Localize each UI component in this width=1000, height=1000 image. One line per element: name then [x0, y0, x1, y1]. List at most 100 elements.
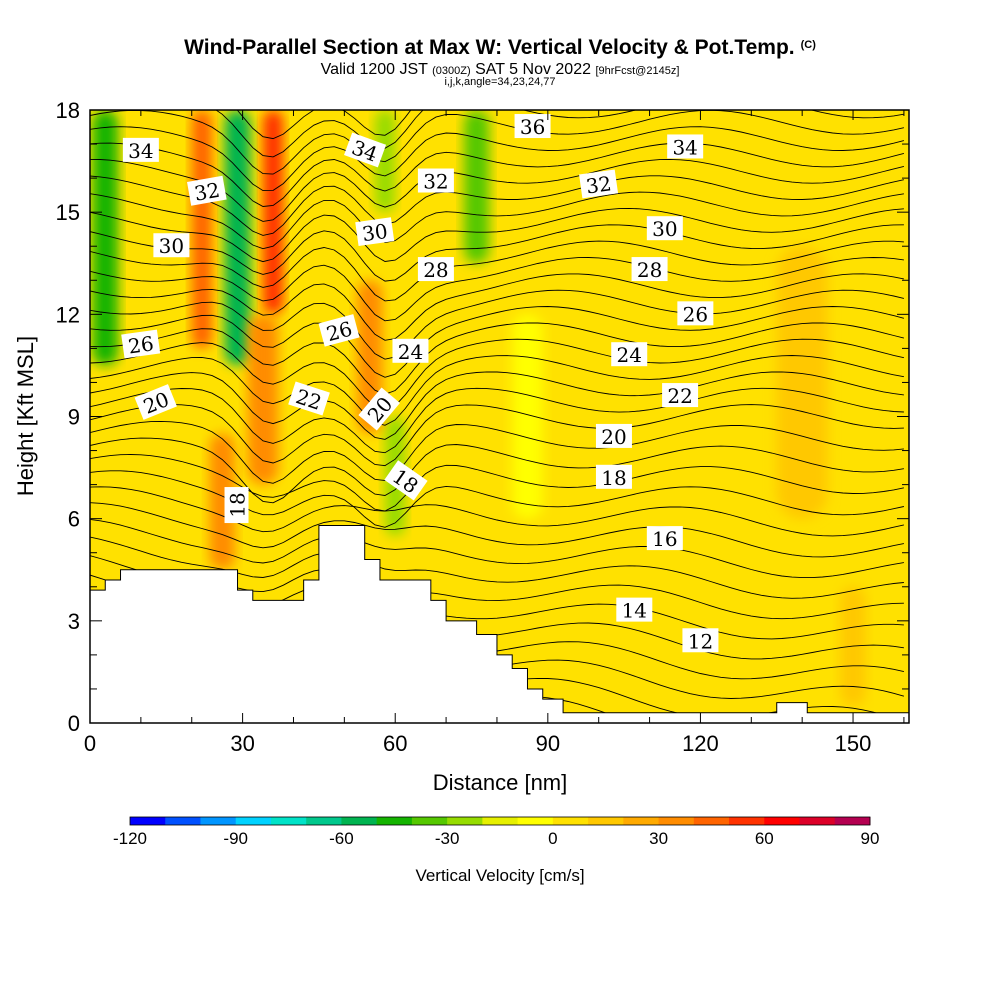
contour-label-box — [153, 233, 190, 258]
x-axis-label: Distance [nm] — [433, 770, 568, 795]
y-tick-label: 18 — [56, 98, 80, 123]
contour-label-box — [288, 381, 330, 416]
forecast-info: [9hrFcst@2145z] — [595, 65, 680, 77]
theta-contour-6 — [90, 175, 904, 236]
colorbar-swatch-4 — [270, 817, 307, 825]
contour-label-box — [417, 257, 454, 282]
contour-label-25: 16 — [646, 526, 683, 551]
y-tick-label: 9 — [68, 405, 80, 430]
contour-label-text: 24 — [398, 340, 423, 364]
contour-label-27: 12 — [682, 628, 719, 653]
contour-label-box — [318, 314, 360, 347]
y-tick-label: 3 — [68, 609, 80, 634]
theta-contour-23 — [90, 454, 904, 512]
contour-label-3: 26 — [121, 329, 161, 359]
vertical-velocity-field — [92, 110, 866, 706]
colorbar-swatch-6 — [341, 817, 378, 825]
theta-contour-9 — [90, 224, 904, 282]
x-tick-label: 60 — [383, 731, 407, 756]
theta-contour-27 — [90, 518, 904, 579]
w-cell-3 — [247, 314, 279, 485]
x-tick-label: 120 — [682, 731, 719, 756]
theta-contour-22 — [90, 437, 904, 504]
colorbar-swatch-20 — [834, 817, 871, 825]
colorbar-tick-label: 30 — [649, 829, 668, 848]
contour-label-15: 36 — [514, 114, 551, 139]
colorbar-swatch-0 — [130, 817, 166, 825]
y-tick-label: 6 — [68, 507, 80, 532]
theta-contour-12 — [90, 273, 904, 341]
contour-label-text: 20 — [601, 425, 626, 449]
theta-contour-1 — [215, 110, 904, 158]
contour-label-11: 28 — [417, 257, 454, 282]
contour-label-text: 26 — [683, 302, 708, 326]
contour-label-box — [667, 134, 704, 159]
theta-contour-15 — [90, 322, 905, 395]
colorbar-tick-label: 0 — [548, 829, 557, 848]
contour-label-10: 32 — [417, 168, 454, 194]
terrain-mask — [89, 524, 910, 724]
x-tick-label: 90 — [536, 731, 560, 756]
contour-label-23: 20 — [595, 423, 632, 449]
plot-area: 3432302620182226343032282420183634323028… — [89, 109, 910, 724]
contour-label-box — [417, 168, 454, 193]
theta-contour-14 — [90, 306, 905, 378]
theta-contour-8 — [90, 207, 904, 263]
contour-label-20: 26 — [677, 301, 714, 326]
contour-label-text: 34 — [128, 139, 153, 163]
contour-labels: 3432302620182226343032282420183634323028… — [121, 114, 719, 653]
contour-label-text: 26 — [127, 331, 156, 358]
theta-contour-19 — [90, 387, 904, 454]
colorbar-swatch-9 — [447, 817, 483, 825]
theta-contour-2 — [90, 110, 904, 175]
theta-contour-16 — [90, 338, 904, 411]
contour-label-21: 24 — [611, 342, 648, 367]
contour-label-box — [662, 383, 699, 408]
theta-contour-5 — [90, 158, 905, 222]
contour-label-box — [682, 628, 719, 653]
contour-label-text: 30 — [361, 219, 390, 246]
contour-label-9: 30 — [355, 217, 395, 246]
contour-label-17: 32 — [579, 169, 619, 199]
contour-label-text: 30 — [159, 234, 184, 258]
theta-contour-26 — [90, 502, 904, 558]
contour-label-box — [514, 114, 551, 139]
colorbar-swatch-13 — [588, 817, 624, 825]
theta-contour-20 — [90, 404, 904, 467]
contour-label-box — [134, 384, 177, 420]
colorbar-swatch-10 — [482, 817, 519, 825]
y-tick-label: 15 — [56, 200, 80, 225]
contour-label-text: 28 — [423, 258, 448, 282]
contour-label-box — [611, 342, 648, 367]
colorbar: -120 -90 -60 -30 0 30 60 90 — [113, 816, 880, 848]
w-cell-10 — [512, 314, 543, 519]
contour-label-text: 36 — [520, 115, 545, 139]
colorbar-swatch-3 — [235, 817, 272, 825]
contour-label-box — [187, 175, 227, 206]
colorbar-tick-label: 60 — [755, 829, 774, 848]
colorbar-tick-label: 90 — [861, 829, 880, 848]
w-cell-2 — [262, 110, 284, 315]
contour-label-26: 14 — [616, 597, 653, 623]
valid-time: Valid 1200 JST — [320, 61, 428, 78]
x-tick-label: 0 — [84, 731, 96, 756]
potential-temperature-contours — [90, 110, 905, 723]
contour-label-box — [631, 257, 668, 282]
theta-contour-7 — [90, 191, 904, 250]
contour-label-0: 34 — [122, 137, 159, 163]
contour-label-text: 28 — [637, 258, 662, 282]
colorbar-frame — [129, 816, 871, 826]
w-cell-11 — [776, 246, 828, 519]
w-cell-8 — [209, 433, 235, 570]
colorbar-swatch-8 — [411, 817, 448, 825]
contour-label-box — [122, 137, 159, 162]
chart-title: Wind-Parallel Section at Max W: Vertical… — [0, 36, 1000, 60]
w-cell-4 — [191, 110, 213, 349]
contour-label-5: 18 — [224, 487, 250, 524]
y-axis-label: Height [Kft MSL] — [13, 336, 38, 496]
colorbar-swatch-16 — [693, 817, 730, 825]
contour-label-box — [344, 132, 387, 168]
theta-contour-4 — [90, 142, 905, 207]
w-cell-1 — [224, 110, 251, 366]
